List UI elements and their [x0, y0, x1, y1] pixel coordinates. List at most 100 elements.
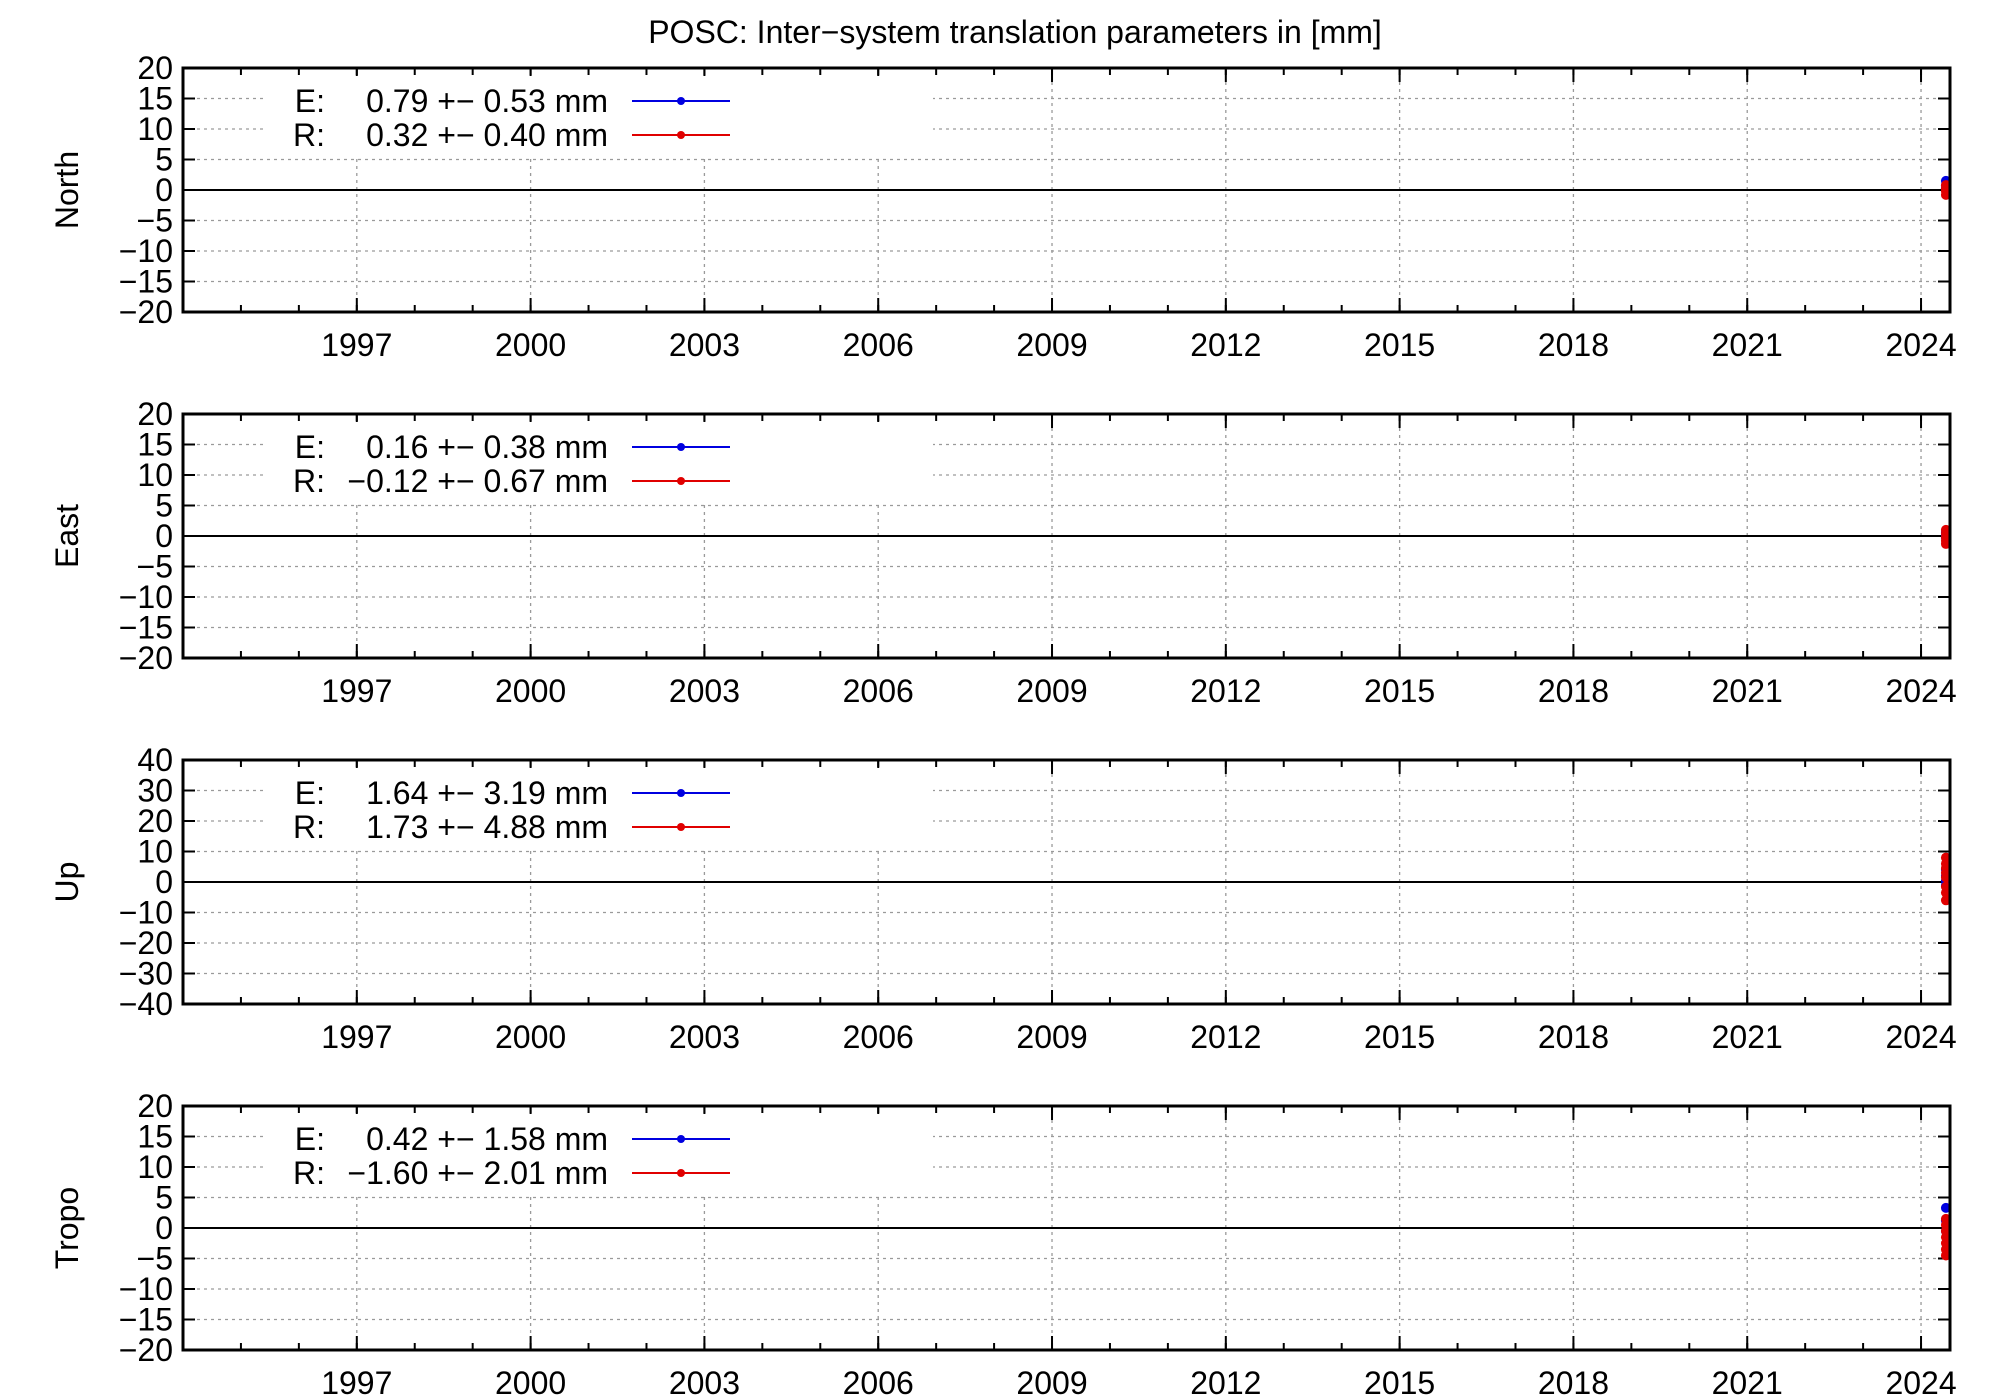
- tropo-legend-label: −1.60 +− 2.01 mm: [347, 1155, 608, 1191]
- east-xtick-label: 2006: [843, 673, 914, 709]
- north-xtick-label: 2024: [1885, 327, 1956, 363]
- up-ytick-label: −10: [119, 895, 173, 931]
- tropo-legend-label: 0.42 +− 1.58 mm: [366, 1121, 608, 1157]
- tropo-legend-key: R:: [293, 1155, 325, 1191]
- east-ytick-label: −20: [119, 640, 173, 676]
- north-ytick-label: 20: [137, 50, 173, 86]
- tropo-ytick-label: 5: [155, 1180, 173, 1216]
- figure-title: POSC: Inter−system translation parameter…: [648, 14, 1382, 50]
- north-xtick-label: 2015: [1364, 327, 1435, 363]
- north-ytick-label: −15: [119, 264, 173, 300]
- north-xtick-label: 2021: [1712, 327, 1783, 363]
- tropo-xtick-label: 1997: [321, 1365, 392, 1400]
- north-xtick-label: 2003: [669, 327, 740, 363]
- north-ytick-label: −5: [137, 203, 173, 239]
- tropo-legend-marker: [677, 1135, 685, 1143]
- east-legend-key: E:: [295, 429, 325, 465]
- up-legend-label: 1.73 +− 4.88 mm: [366, 809, 608, 845]
- east-legend-label: 0.16 +− 0.38 mm: [366, 429, 608, 465]
- tropo-xtick-label: 2009: [1016, 1365, 1087, 1400]
- up-ytick-label: 10: [137, 834, 173, 870]
- north-ytick-label: 15: [137, 81, 173, 117]
- up-ytick-label: 40: [137, 742, 173, 778]
- east-xtick-label: 2003: [669, 673, 740, 709]
- east-xtick-label: 2018: [1538, 673, 1609, 709]
- tropo-xtick-label: 2015: [1364, 1365, 1435, 1400]
- north-ytick-label: 0: [155, 172, 173, 208]
- up-point-r: [1940, 872, 1951, 883]
- east-legend-key: R:: [293, 463, 325, 499]
- east-ytick-label: 5: [155, 488, 173, 524]
- north-ytick-label: 10: [137, 111, 173, 147]
- tropo-legend-key: E:: [295, 1121, 325, 1157]
- tropo-xtick-label: 2024: [1885, 1365, 1956, 1400]
- east-plot-frame: [181, 412, 1952, 660]
- east-ytick-label: −15: [119, 610, 173, 646]
- up-ylabel: Up: [49, 862, 85, 903]
- tropo-ytick-label: −20: [119, 1332, 173, 1368]
- tropo-ytick-label: −15: [119, 1302, 173, 1338]
- north-xtick-label: 2006: [843, 327, 914, 363]
- north-xtick-label: 2018: [1538, 327, 1609, 363]
- north-point-r: [1940, 189, 1951, 200]
- up-point-r: [1940, 887, 1951, 898]
- east-ytick-label: −5: [137, 549, 173, 585]
- north-xtick-label: 2012: [1190, 327, 1261, 363]
- up-ytick-label: 0: [155, 864, 173, 900]
- north-legend-marker: [677, 97, 685, 105]
- east-ytick-label: 0: [155, 518, 173, 554]
- tropo-ytick-label: −10: [119, 1271, 173, 1307]
- tropo-ytick-label: 20: [137, 1088, 173, 1124]
- up-xtick-label: 2006: [843, 1019, 914, 1055]
- north-ylabel: North: [49, 151, 85, 229]
- up-xtick-label: 2009: [1016, 1019, 1087, 1055]
- tropo-point-e: [1940, 1202, 1951, 1213]
- east-xtick-label: 2000: [495, 673, 566, 709]
- up-xtick-label: 1997: [321, 1019, 392, 1055]
- east-ytick-label: −10: [119, 579, 173, 615]
- east-legend-label: −0.12 +− 0.67 mm: [347, 463, 608, 499]
- north-legend-box: [263, 76, 933, 156]
- tropo-legend-marker: [677, 1169, 685, 1177]
- tropo-ytick-label: 0: [155, 1210, 173, 1246]
- east-xtick-label: 1997: [321, 673, 392, 709]
- up-xtick-label: 2018: [1538, 1019, 1609, 1055]
- up-legend-key: R:: [293, 809, 325, 845]
- north-legend-label: 0.79 +− 0.53 mm: [366, 83, 608, 119]
- east-xtick-label: 2024: [1885, 673, 1956, 709]
- tropo-ytick-label: 15: [137, 1119, 173, 1155]
- up-legend-key: E:: [295, 775, 325, 811]
- tropo-xtick-label: 2000: [495, 1365, 566, 1400]
- east-legend-marker: [677, 443, 685, 451]
- up-legend-marker: [677, 789, 685, 797]
- tropo-ylabel: Tropo: [49, 1187, 85, 1269]
- tropo-ytick-label: 10: [137, 1149, 173, 1185]
- up-xtick-label: 2003: [669, 1019, 740, 1055]
- tropo-ytick-label: −5: [137, 1241, 173, 1277]
- tropo-xtick-label: 2006: [843, 1365, 914, 1400]
- up-legend-label: 1.64 +− 3.19 mm: [366, 775, 608, 811]
- tropo-xtick-label: 2018: [1538, 1365, 1609, 1400]
- east-ytick-label: 15: [137, 427, 173, 463]
- up-xtick-label: 2015: [1364, 1019, 1435, 1055]
- tropo-xtick-label: 2003: [669, 1365, 740, 1400]
- north-ytick-label: 5: [155, 142, 173, 178]
- east-xtick-label: 2009: [1016, 673, 1087, 709]
- up-ytick-label: −30: [119, 956, 173, 992]
- north-plot-frame: [181, 66, 1952, 314]
- north-ytick-label: −10: [119, 233, 173, 269]
- north-ytick-label: −20: [119, 294, 173, 330]
- up-plot-frame: [181, 758, 1952, 1006]
- north-legend-label: 0.32 +− 0.40 mm: [366, 117, 608, 153]
- north-xtick-label: 2009: [1016, 327, 1087, 363]
- up-xtick-label: 2000: [495, 1019, 566, 1055]
- east-legend-box: [263, 422, 933, 502]
- east-legend-marker: [677, 477, 685, 485]
- north-legend-key: R:: [293, 117, 325, 153]
